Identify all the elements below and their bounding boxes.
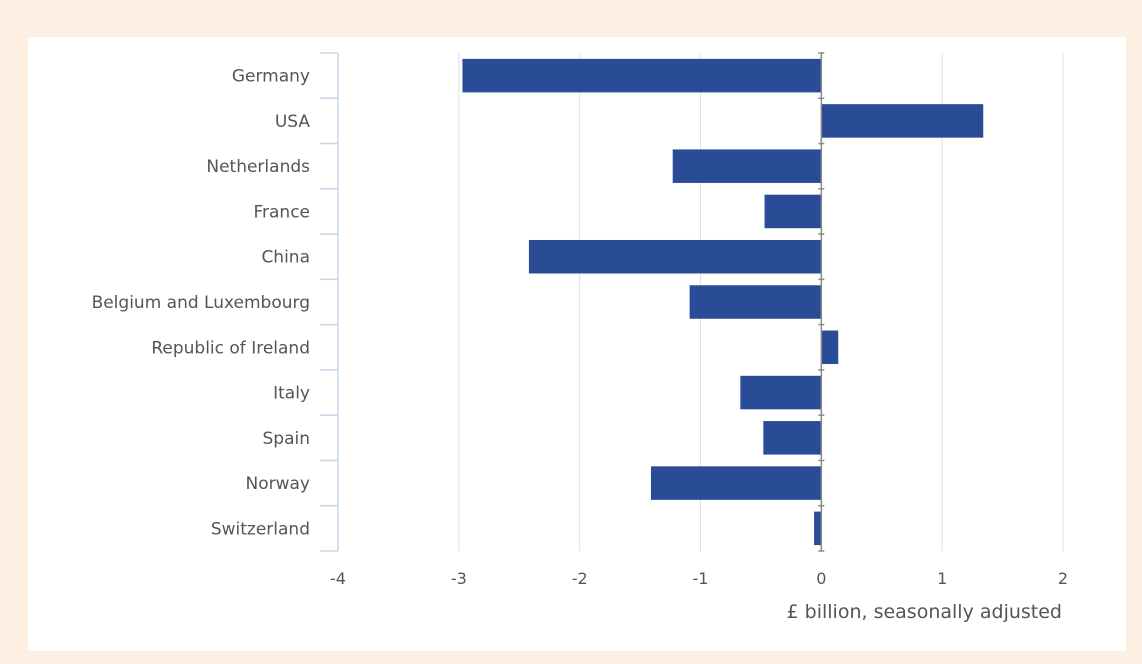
- bar: [650, 466, 822, 500]
- bar: [462, 58, 822, 93]
- labels: -4 -3 -2 -1 0 1 2 Germany USA Netherlands France Ch…: [92, 67, 1069, 588]
- chart-panel: [28, 37, 1126, 651]
- category-label: Belgium and Luxembourg: [92, 293, 310, 313]
- category-label: China: [261, 248, 310, 268]
- bar: [672, 149, 822, 183]
- bar: [764, 194, 822, 229]
- x-tick-label: 1: [937, 569, 947, 588]
- x-tick-label: 0: [816, 569, 826, 588]
- category-label: Spain: [263, 429, 311, 449]
- category-label: USA: [275, 112, 311, 132]
- bar: [528, 239, 822, 274]
- axes: [320, 52, 825, 552]
- category-label: France: [253, 202, 310, 222]
- bar: [821, 330, 839, 365]
- x-tick-label: -3: [451, 569, 467, 588]
- bar: [821, 104, 984, 138]
- bar: [763, 421, 822, 455]
- category-label: Italy: [273, 384, 310, 404]
- category-label: Norway: [246, 474, 311, 494]
- category-label: Germany: [232, 67, 310, 87]
- x-tick-label: -4: [330, 569, 346, 588]
- x-tick-label: 2: [1058, 569, 1068, 588]
- category-label: Netherlands: [206, 157, 310, 177]
- bar: [740, 375, 822, 410]
- bar: [689, 285, 822, 319]
- x-tick-label: -1: [693, 569, 709, 588]
- bars: [462, 58, 984, 546]
- x-tick-label: -2: [572, 569, 588, 588]
- bar: [814, 511, 822, 546]
- x-axis-title: £ billion, seasonally adjusted: [787, 601, 1062, 623]
- category-label: Republic of Ireland: [151, 338, 310, 358]
- category-label: Switzerland: [211, 519, 310, 539]
